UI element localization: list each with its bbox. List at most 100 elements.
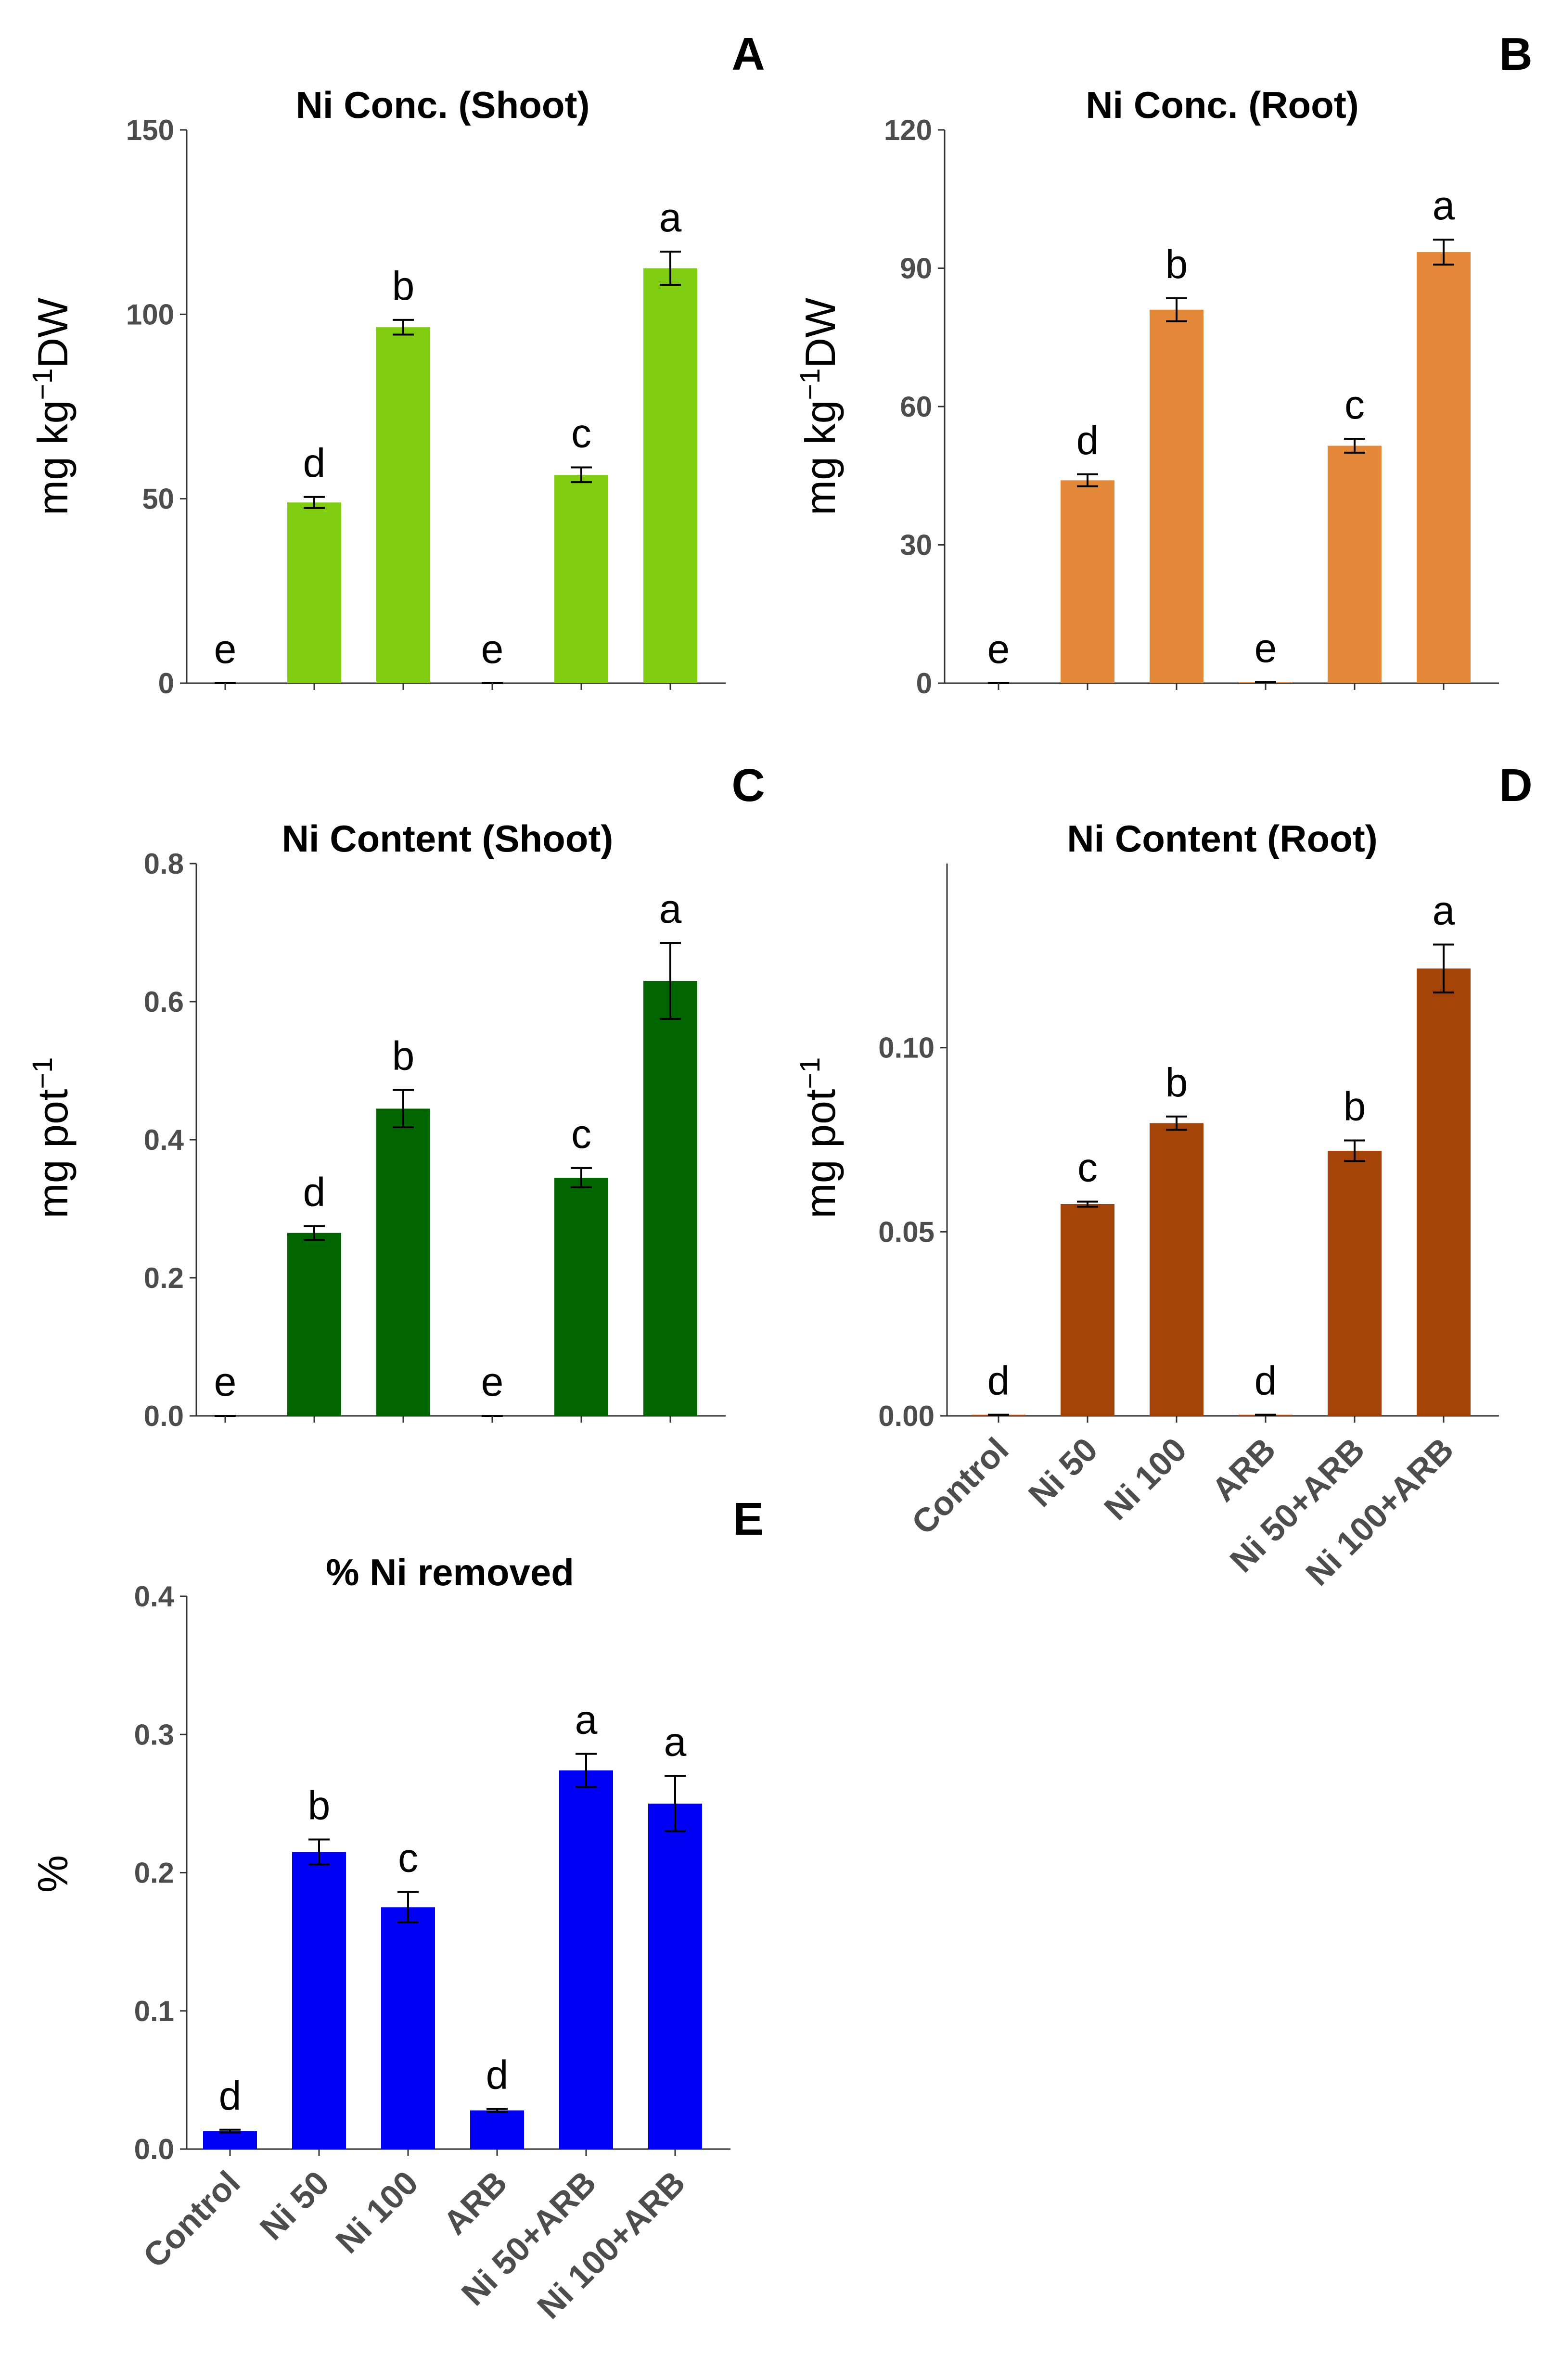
significance-letter: a xyxy=(664,1719,687,1764)
y-tick-label: 0 xyxy=(916,667,932,700)
y-tick-label: 0.05 xyxy=(878,1216,935,1248)
bar-ni-50-arb xyxy=(1328,1150,1382,1416)
significance-letter: c xyxy=(1344,382,1365,427)
y-tick-label: 30 xyxy=(900,529,932,561)
bar-ni-100 xyxy=(376,1108,430,1416)
bar-ni-100-arb xyxy=(1417,252,1471,683)
y-tick-label: 0.2 xyxy=(144,1262,184,1294)
bar-ni-100 xyxy=(381,1907,435,2149)
y-axis-label-suffix: DW xyxy=(796,298,844,369)
error-bar xyxy=(304,496,325,509)
y-tick-label: 50 xyxy=(142,483,174,515)
error-bar xyxy=(308,1838,330,1866)
significance-letter: e xyxy=(214,1359,237,1404)
panel-b: B Ni Conc. (Root) 0 30 60 90 120 mg kg−1DW e d b e c… xyxy=(794,28,1533,700)
error-bar xyxy=(1344,438,1365,454)
y-tick-label: 150 xyxy=(126,114,174,146)
y-tick-label: 0.8 xyxy=(144,848,184,880)
significance-letter: b xyxy=(1344,1084,1366,1129)
significance-letter: d xyxy=(303,440,326,485)
y-tick-label: 0.00 xyxy=(878,1400,935,1432)
y-tick-label: 0.2 xyxy=(134,1857,174,1889)
significance-letter: a xyxy=(659,195,682,240)
significance-letter: d xyxy=(219,2073,242,2118)
error-bar xyxy=(1077,473,1098,487)
y-axis-label-exponent: −1 xyxy=(794,1057,826,1089)
panel-e: E % Ni removed 0.0 0.1 0.2 0.3 0.4% d Control b Ni… xyxy=(29,1493,764,2326)
bar-control xyxy=(203,2131,257,2149)
bar-ni-50 xyxy=(287,502,341,683)
significance-letter: a xyxy=(1433,888,1455,933)
y-axis-label-exponent: −1 xyxy=(27,1057,58,1089)
error-bar xyxy=(487,2108,508,2113)
y-tick-label: 0.6 xyxy=(144,986,184,1018)
error-bar xyxy=(1077,1200,1098,1208)
y-tick-label: 0.0 xyxy=(144,1400,184,1432)
bar-ni-50 xyxy=(292,1852,346,2149)
panel-letter: C xyxy=(731,760,765,811)
y-axis-label-main: % xyxy=(29,1855,77,1893)
y-axis-label-exponent: −1 xyxy=(27,368,58,400)
panel-letter: D xyxy=(1499,760,1532,811)
bar-ni-50-arb xyxy=(1328,445,1382,683)
significance-letter: c xyxy=(398,1835,418,1881)
error-bar xyxy=(571,1167,592,1189)
error-bar xyxy=(1433,943,1454,993)
panel-a: A Ni Conc. (Shoot) 0 50 100 150 mg kg−1DW e d b e c… xyxy=(27,28,765,700)
bar-ni-100 xyxy=(1150,309,1204,683)
chart-title: % Ni removed xyxy=(326,1551,574,1593)
y-tick-label: 0.10 xyxy=(878,1032,935,1064)
chart-title: Ni Conc. (Shoot) xyxy=(296,84,590,126)
panel-letter: A xyxy=(731,28,765,80)
error-bar xyxy=(660,251,681,286)
y-tick-label: 60 xyxy=(900,391,932,423)
significance-letter: b xyxy=(1165,242,1188,287)
error-bar xyxy=(1433,239,1454,266)
bar-ni-100-arb xyxy=(1417,968,1471,1416)
error-bar xyxy=(660,942,681,1020)
panel-c: C Ni Content (Shoot) 0.0 0.2 0.4 0.6 0.8 mg pot… xyxy=(27,760,765,1432)
y-axis-label: mg pot−1 xyxy=(27,1057,77,1218)
bar-ni-50-arb xyxy=(554,474,608,683)
y-axis-label: mg kg−1DW xyxy=(27,298,77,515)
y-axis-label: mg pot−1 xyxy=(794,1057,844,1218)
significance-letter: d xyxy=(1255,1358,1277,1403)
significance-letter: d xyxy=(303,1169,326,1214)
significance-letter: e xyxy=(1255,625,1277,671)
significance-letter: c xyxy=(571,1111,591,1157)
panel-letter: B xyxy=(1499,28,1532,80)
y-axis-label-main: mg pot xyxy=(29,1089,77,1219)
y-axis-label-suffix: DW xyxy=(29,298,77,369)
bar-ni-50 xyxy=(1061,480,1114,683)
significance-letter: a xyxy=(659,886,682,931)
y-tick-label: 100 xyxy=(126,298,174,331)
error-bar xyxy=(397,1891,419,1923)
bar-ni-50-arb xyxy=(554,1177,608,1416)
significance-letter: e xyxy=(481,1359,504,1404)
bar-ni-100-arb xyxy=(643,980,697,1416)
y-axis-label-exponent: −1 xyxy=(794,368,826,400)
y-tick-label: 0.0 xyxy=(134,2133,174,2165)
significance-letter: e xyxy=(481,626,504,672)
y-tick-label: 120 xyxy=(884,114,932,146)
x-tick-label: ARB xyxy=(1204,1430,1282,1508)
chart-title: Ni Content (Root) xyxy=(1067,817,1377,860)
significance-letter: b xyxy=(1165,1060,1188,1105)
error-bar xyxy=(665,1775,686,1833)
x-tick-label: ARB xyxy=(436,2164,514,2241)
x-tick-label: Ni 50 xyxy=(253,2164,336,2247)
significance-letter: e xyxy=(214,626,237,672)
significance-letter: d xyxy=(1076,418,1099,463)
bar-ni-100-arb xyxy=(648,1803,702,2149)
y-tick-label: 90 xyxy=(900,253,932,285)
chart-title: Ni Content (Shoot) xyxy=(282,817,614,860)
error-bar xyxy=(571,466,592,484)
bar-ni-100 xyxy=(1150,1123,1204,1416)
error-bar xyxy=(393,318,414,336)
error-bar xyxy=(304,1225,325,1241)
chart-title: Ni Conc. (Root) xyxy=(1086,84,1359,126)
y-axis-label-main: mg kg xyxy=(29,400,77,516)
significance-letter: e xyxy=(987,626,1010,672)
y-tick-label: 0.4 xyxy=(144,1124,184,1156)
